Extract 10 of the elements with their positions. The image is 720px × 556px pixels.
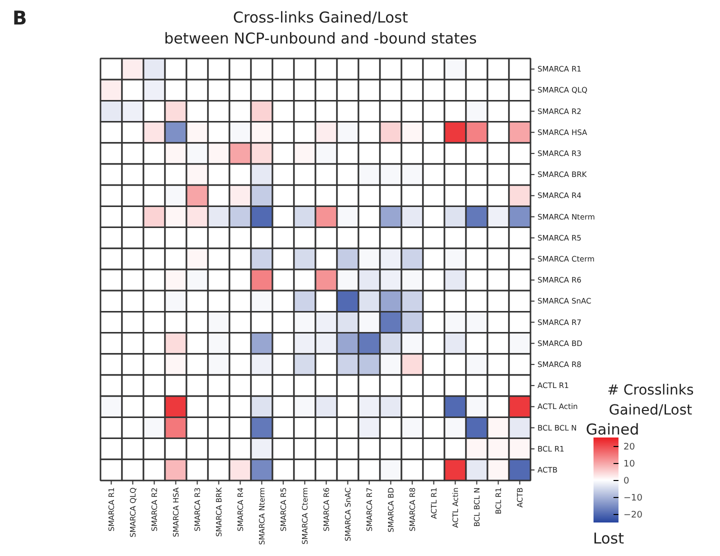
color-bar-label: 10 xyxy=(624,460,636,470)
text: Gained xyxy=(586,420,640,438)
color-bar-label: 0 xyxy=(624,476,630,486)
color-bar-label: −10 xyxy=(624,494,643,504)
text: Lost xyxy=(593,530,624,548)
color-bar-label: −20 xyxy=(624,510,643,520)
chart-title: Cross-links Gained/Lost between NCP-unbound and -bound states xyxy=(164,8,478,48)
color-bar-title: # Crosslinks Gained/Lost xyxy=(607,382,694,418)
text: B xyxy=(12,8,27,30)
color-bar-label: 20 xyxy=(624,442,636,452)
